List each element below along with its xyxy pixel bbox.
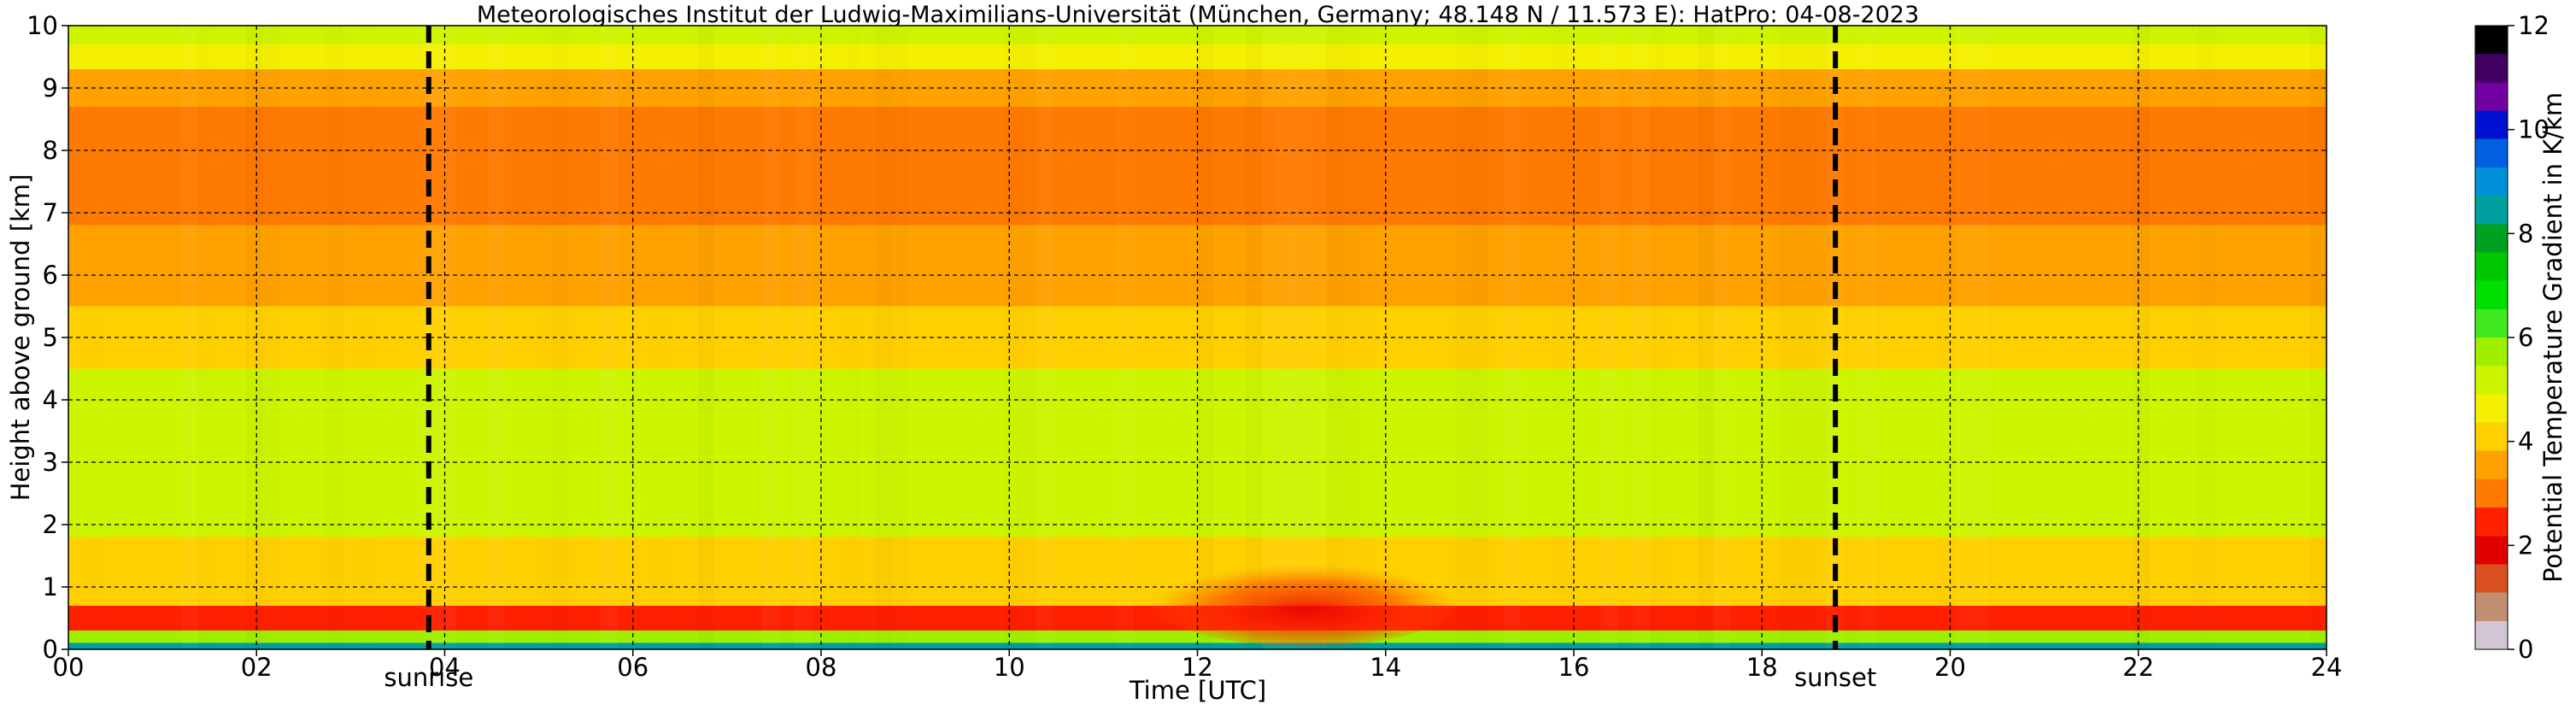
colorbar-tick-label: 6 bbox=[2518, 323, 2533, 352]
colorbar-ticks: 0 2 4 6 8 10 12 bbox=[2508, 11, 2550, 664]
plot-area bbox=[68, 26, 2327, 649]
colorbar-tick-label: 10 bbox=[2518, 115, 2550, 144]
x-tick-label: 10 bbox=[994, 653, 1025, 682]
x-tick-label: 08 bbox=[806, 653, 837, 682]
y-tick-label: 2 bbox=[43, 510, 58, 539]
x-axis-label: Time [UTC] bbox=[1129, 676, 1266, 704]
event-label-sunset: sunset bbox=[1794, 663, 1876, 692]
colorbar-tick-label: 4 bbox=[2518, 427, 2533, 456]
x-tick-label: 22 bbox=[2122, 653, 2154, 682]
y-tick-label: 9 bbox=[43, 73, 58, 103]
x-tick-label: 12 bbox=[1182, 653, 1213, 682]
colorbar-tick-label: 8 bbox=[2518, 219, 2533, 248]
events: sunrise sunset bbox=[384, 26, 1876, 692]
y-tick-label: 8 bbox=[43, 136, 58, 165]
x-tick-label: 14 bbox=[1370, 653, 1401, 682]
y-tick-label: 4 bbox=[43, 385, 58, 414]
y-tick-label: 10 bbox=[26, 11, 58, 40]
x-tick-label: 00 bbox=[53, 653, 85, 682]
colorbar bbox=[2474, 25, 2509, 650]
event-label-sunrise: sunrise bbox=[384, 663, 473, 692]
x-tick-label: 16 bbox=[1558, 653, 1590, 682]
x-tick-label: 02 bbox=[241, 653, 273, 682]
x-tick-label: 04 bbox=[429, 653, 461, 682]
daytime-warm-anomaly bbox=[1150, 555, 1461, 647]
x-tick-label: 06 bbox=[617, 653, 648, 682]
y-tick-label: 1 bbox=[43, 572, 58, 601]
y-axis-label: Height above ground [km] bbox=[6, 174, 35, 502]
x-tick-label: 18 bbox=[1746, 653, 1778, 682]
x-tick-label: 20 bbox=[1934, 653, 1966, 682]
y-tick-label: 7 bbox=[43, 198, 58, 227]
x-axis: 00 02 04 06 08 10 12 14 16 18 20 22 24 bbox=[53, 649, 2343, 682]
colorbar-tick-label: 2 bbox=[2518, 531, 2533, 560]
y-tick-label: 6 bbox=[43, 261, 58, 290]
y-axis: 0 1 2 3 4 5 6 7 8 9 10 bbox=[26, 11, 68, 664]
y-tick-label: 3 bbox=[43, 448, 58, 477]
chart-title: Meteorologisches Institut der Ludwig-Max… bbox=[477, 2, 1919, 28]
y-tick-label: 0 bbox=[43, 635, 58, 664]
y-tick-label: 5 bbox=[43, 323, 58, 352]
colorbar-label: Potential Temperature Gradient in K/km bbox=[2538, 92, 2567, 583]
grid bbox=[68, 26, 2327, 649]
x-tick-label: 24 bbox=[2311, 653, 2343, 682]
colorbar-tick-label: 0 bbox=[2518, 635, 2533, 664]
colorbar-tick-label: 12 bbox=[2518, 11, 2550, 40]
